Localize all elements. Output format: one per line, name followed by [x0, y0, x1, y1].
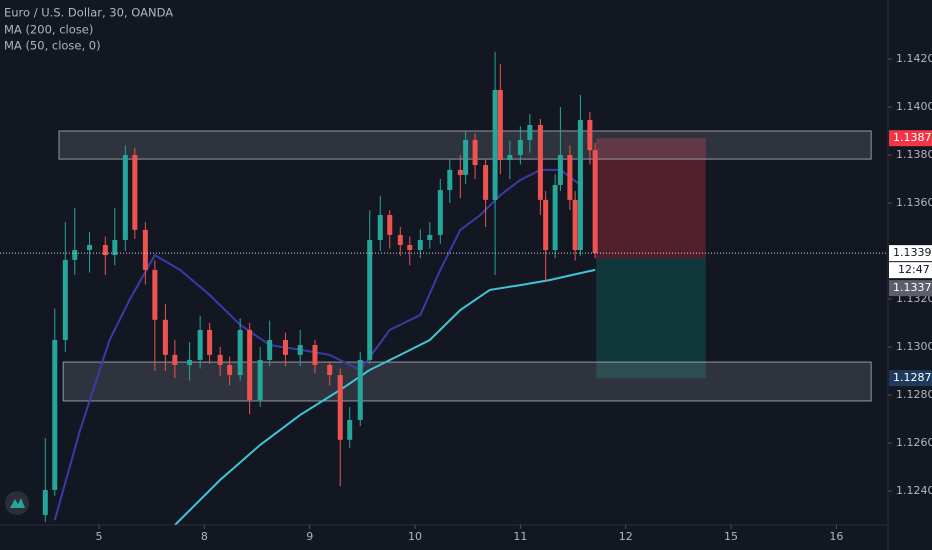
candle-body [297, 345, 303, 355]
candle-body [507, 155, 513, 161]
candle-body [122, 155, 128, 240]
candle-body [102, 244, 108, 256]
candle-body [437, 190, 443, 235]
price-label: 1.13370 [893, 281, 932, 294]
candle-body [347, 419, 353, 440]
y-tick-label: 1.13600 [896, 196, 932, 209]
candle-body [62, 259, 68, 341]
candle-body [397, 234, 403, 245]
candle-body [247, 329, 253, 400]
candle-body [517, 139, 523, 156]
candle-body [377, 214, 383, 240]
y-tick-label: 1.14000 [896, 100, 932, 113]
candle-body [527, 125, 533, 140]
candle-body [132, 155, 138, 230]
plot-area [42, 51, 872, 526]
x-tick-label: 16 [829, 530, 843, 543]
target-zone [596, 258, 706, 379]
y-tick-label: 1.13000 [896, 340, 932, 353]
candle-body [217, 354, 223, 365]
x-tick-label: 10 [408, 530, 422, 543]
candle-body [282, 340, 288, 355]
candle-body [52, 340, 58, 490]
candle-body [257, 359, 263, 400]
candle-body [587, 119, 593, 151]
candle-body [427, 234, 433, 240]
legend-ma200: MA (200, close) [4, 23, 93, 37]
y-tick-label: 1.12800 [896, 388, 932, 401]
moving-average-line [174, 268, 596, 526]
countdown-bg [889, 262, 932, 279]
price-label: 1.12870 [893, 371, 932, 384]
candle-body [483, 165, 489, 200]
candle-body [577, 119, 583, 251]
candle-body [497, 89, 503, 161]
logo[interactable] [5, 491, 29, 515]
x-tick-label: 8 [201, 530, 208, 543]
x-tick-label: 15 [724, 530, 738, 543]
price-label-bg [889, 280, 932, 297]
candle-body [227, 364, 233, 376]
candle-body [537, 125, 543, 200]
candle-body [417, 239, 423, 251]
stop-zone [596, 138, 706, 259]
candle-body [187, 359, 193, 365]
candle-body [357, 359, 363, 420]
candle-body [267, 340, 273, 360]
candle-body [237, 329, 243, 376]
y-tick-label: 1.14200 [896, 52, 932, 65]
price-label-bg [889, 130, 932, 147]
candle-body [87, 244, 93, 251]
candle-body [463, 139, 469, 175]
candle-body [447, 169, 453, 191]
candle-body [557, 155, 563, 185]
candle-body [367, 239, 373, 360]
candle-body [457, 169, 463, 175]
candle-body [152, 269, 158, 320]
candle-body [327, 364, 333, 376]
y-tick-label: 1.12600 [896, 436, 932, 449]
y-tick-label: 1.12400 [896, 484, 932, 497]
y-tick-label: 1.13800 [896, 148, 932, 161]
candle-body [42, 489, 48, 515]
candle-body [72, 250, 78, 260]
candle-body [567, 155, 573, 200]
moving-average-line [53, 168, 582, 521]
candle-body [112, 239, 118, 256]
price-label-bg [889, 370, 932, 387]
candle-body [543, 199, 549, 251]
candle-body [592, 150, 598, 254]
x-tick-label: 5 [96, 530, 103, 543]
candle-body [207, 329, 213, 355]
candle-body [472, 139, 478, 166]
x-tick-label: 12 [619, 530, 633, 543]
x-tick-label: 11 [513, 530, 527, 543]
x-tick-label: 9 [306, 530, 313, 543]
chart-title: Euro / U.S. Dollar, 30, OANDA [4, 6, 173, 20]
candle-body [312, 345, 318, 365]
candle-body [572, 199, 578, 251]
candle-body [197, 329, 203, 360]
candle-body [142, 229, 148, 270]
candle-body [387, 214, 393, 235]
candle-body [337, 375, 343, 440]
candle-body [407, 244, 413, 251]
candle-body [162, 319, 168, 355]
candle-body [552, 184, 558, 251]
legend-ma50: MA (50, close, 0) [4, 39, 101, 53]
candle-body [492, 89, 498, 200]
price-label-bg [889, 245, 932, 262]
countdown: 12:47 [898, 263, 930, 276]
price-label: 1.13870 [893, 131, 932, 144]
zone [62, 361, 872, 402]
candle-body [172, 354, 178, 365]
